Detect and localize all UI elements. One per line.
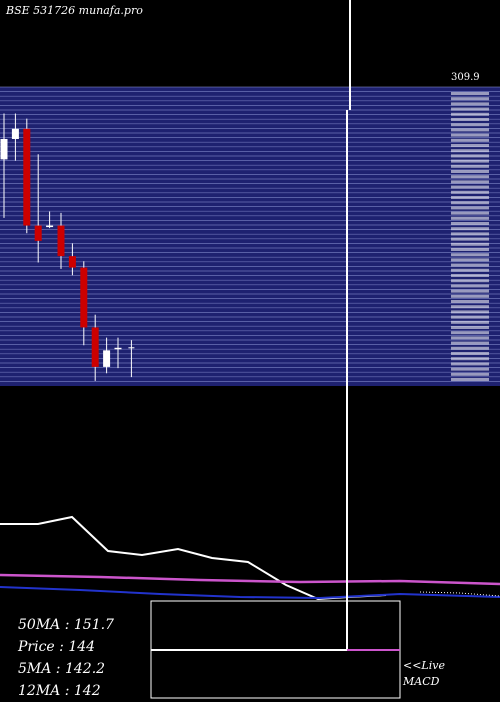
price-axis-tick-label xyxy=(451,164,489,168)
candle-body xyxy=(0,138,8,160)
price-axis-tick-label xyxy=(451,346,489,350)
price-axis-tick-label xyxy=(451,326,489,329)
price-axis-tick-label xyxy=(451,190,489,194)
price-axis-tick-label xyxy=(451,102,489,106)
candle-body xyxy=(34,225,42,241)
candle-body xyxy=(68,256,76,268)
price-axis-tick-label xyxy=(451,284,489,288)
price-axis-tick-label xyxy=(451,268,489,272)
price-axis-tick-label xyxy=(451,310,489,314)
candle-body xyxy=(91,327,99,367)
price-axis-tick-label xyxy=(451,159,489,163)
price-axis-tick-label xyxy=(451,201,489,205)
price-axis-tick-label xyxy=(451,112,489,116)
price-grid xyxy=(0,86,500,386)
price-axis-tick-label xyxy=(451,232,489,236)
price-axis-tick-label xyxy=(451,206,489,210)
price-axis-tick-label xyxy=(451,237,489,241)
price-readout: Price : 144 xyxy=(18,639,96,655)
price-axis-tick-label xyxy=(451,118,489,121)
price-axis-tick-label xyxy=(451,274,489,277)
price-axis-tick-label xyxy=(451,372,489,376)
price-axis-tick-label xyxy=(451,279,489,283)
ma50-readout: 50MA : 151.7 xyxy=(18,617,114,633)
price-axis-tick-label xyxy=(451,185,489,189)
macd-label: MACD xyxy=(403,675,440,688)
price-axis-tick-label xyxy=(451,362,489,366)
candle-body xyxy=(11,128,19,139)
price-axis-tick-label xyxy=(451,180,489,184)
price-axis-tick-label xyxy=(451,128,489,132)
live-label[interactable]: <<Live xyxy=(403,659,445,672)
price-axis-tick-label xyxy=(451,248,489,251)
candle-body xyxy=(114,347,122,350)
price-axis-tick-label xyxy=(451,320,489,324)
ma-line-magenta xyxy=(0,573,500,586)
ma5-readout: 5MA : 142.2 xyxy=(18,661,106,677)
candle-body xyxy=(46,225,54,228)
price-axis-tick-label xyxy=(451,300,489,303)
candle-body xyxy=(80,267,88,328)
price-axis-top-label: 309.9 xyxy=(451,72,480,83)
price-axis-tick-label xyxy=(451,196,489,199)
moving-average-lines xyxy=(0,515,500,601)
price-axis-tick-label xyxy=(451,107,489,111)
price-axis-tick-label xyxy=(451,305,489,309)
price-axis-tick-label xyxy=(451,263,489,267)
candles xyxy=(0,113,135,381)
stats-panel: 50MA : 151.7 Price : 144 5MA : 142.2 12M… xyxy=(18,614,114,702)
price-axis-tick-label xyxy=(451,138,489,142)
price-axis-tick-label xyxy=(451,222,489,225)
price-axis-tick-label xyxy=(451,289,489,293)
price-axis-tick-label xyxy=(451,367,489,371)
price-axis-tick-label xyxy=(451,378,489,381)
price-axis-tick-label xyxy=(451,211,489,215)
price-axis-tick-label xyxy=(451,331,489,335)
price-band xyxy=(0,87,500,386)
price-axis-tick-label xyxy=(451,97,489,101)
price-axis-tick-label xyxy=(451,123,489,127)
price-axis-tick-label xyxy=(451,170,489,173)
price-axis-tick-label xyxy=(451,253,489,257)
price-axis-tick-label xyxy=(451,357,489,361)
chart-overlays xyxy=(150,0,401,699)
candle-body xyxy=(23,128,31,226)
candle-body xyxy=(57,225,65,257)
live-link[interactable]: <<Live MACD xyxy=(403,658,445,690)
price-axis-tick-label xyxy=(451,352,489,355)
price-axis-tick-label xyxy=(451,149,489,153)
candle-body xyxy=(103,350,111,367)
ma12-readout: 12MA : 142 xyxy=(18,683,101,699)
price-axis-tick-label xyxy=(451,242,489,246)
price-axis-tick-label xyxy=(451,144,489,147)
price-axis-tick-label xyxy=(451,294,489,298)
price-axis-tick-label xyxy=(451,341,489,345)
price-axis-tick-label xyxy=(451,216,489,220)
chart-title: BSE 531726 munafa.pro xyxy=(6,4,143,17)
price-axis-tick-label xyxy=(451,92,489,95)
price-axis-tick-label xyxy=(451,315,489,319)
price-axis-tick-label xyxy=(451,175,489,179)
price-axis-tick-label xyxy=(451,336,489,340)
price-axis-tick-label xyxy=(451,133,489,137)
price-axis-tick-label xyxy=(451,258,489,262)
ma-line-blue xyxy=(0,586,500,600)
ma-line-dotted xyxy=(419,591,500,597)
price-axis-tick-label xyxy=(451,227,489,231)
ma-line-white xyxy=(0,515,387,601)
price-axis-tick-label xyxy=(451,154,489,158)
